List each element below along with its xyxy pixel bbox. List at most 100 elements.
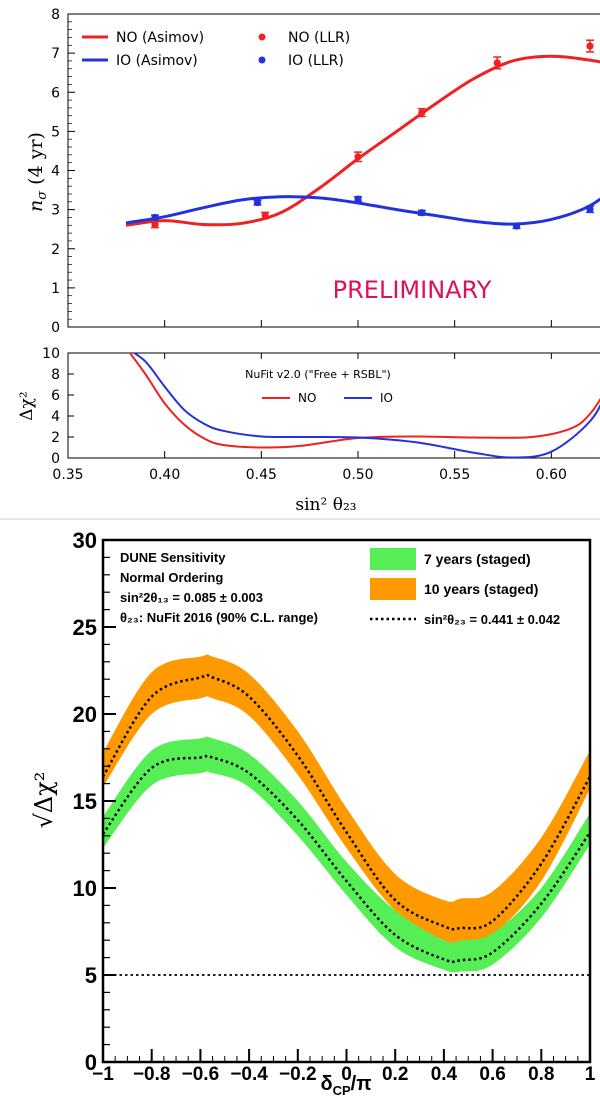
center-line-7-years-staged (101, 754, 592, 964)
bottom-x-tick-label: 0.2 (382, 1064, 408, 1085)
bottom-y-tick-label: 0 (85, 1050, 97, 1075)
info-line-theta23: θ₂₃: NuFit 2016 (90% C.L. range) (120, 610, 318, 625)
bottom-x-tick-label: 0 (341, 1064, 352, 1085)
bottom-ticks: 0 5 10 15 20 25 30 −1 −0.8 −0.6 −0.4 −0.2 0 0.2 0.4 0.6… (73, 528, 596, 1085)
top-legend: NO (Asimov) IO (Asimov) NO (LLR) IO (LLR… (82, 30, 350, 69)
top-ticks: 0 1 2 3 4 5 6 7 8 (51, 7, 552, 336)
bottom-x-axis-label: δCP/π (320, 1073, 371, 1096)
middle-x-tick-label: 0.35 (52, 467, 83, 483)
bottom-text-block: DUNE Sensitivity Normal Ordering sin²2θ₁… (120, 550, 318, 625)
point-io-llr (354, 195, 362, 203)
series-no-asimov (125, 54, 600, 227)
point-io-llr (151, 213, 159, 222)
legend-label-10yr: 10 years (staged) (424, 581, 538, 597)
bottom-x-tick-label: 0.8 (528, 1064, 554, 1085)
series-io-asimov (125, 195, 600, 226)
middle-x-tick-label: 0.45 (246, 467, 277, 483)
bottom-x-tick-label: 0.6 (479, 1064, 505, 1085)
top-y-tick-label: 7 (51, 46, 60, 62)
point-io-llr (418, 209, 426, 217)
top-y-tick-label: 0 (51, 320, 60, 336)
nufit-legend-title: NuFit v2.0 ("Free + RSBL") (245, 368, 391, 381)
bottom-x-tick-label: −0.6 (182, 1064, 220, 1085)
series-no-delta-chi2 (128, 353, 600, 449)
legend-marker-io-llr (258, 56, 266, 64)
top-series (125, 39, 600, 230)
bottom-y-tick-label: 25 (73, 615, 97, 640)
middle-x-axis-label: sin² θ₂₃ (295, 495, 356, 515)
bottom-y-tick-label: 10 (73, 876, 97, 901)
point-io-llr (586, 205, 594, 213)
bottom-series (101, 673, 592, 976)
bottom-legend: 7 years (staged) 10 years (staged) sin²θ… (370, 548, 560, 627)
bottom-y-tick-label: 5 (85, 963, 97, 988)
point-no-llr (586, 42, 594, 50)
top-y-axis-label-main: n (25, 200, 47, 212)
legend-label-io-asimov: IO (Asimov) (116, 53, 198, 69)
legend-label-no: NO (298, 391, 316, 405)
top-y-tick-label: 3 (51, 203, 60, 219)
bottom-x-tick-label: 0.4 (431, 1064, 458, 1085)
top-y-tick-label: 8 (51, 7, 60, 23)
middle-y-tick-label: 6 (51, 388, 60, 404)
top-y-tick-label: 4 (51, 164, 60, 180)
bottom-x-axis-label-main: δ (320, 1073, 332, 1095)
bottom-x-tick-label: −0.8 (133, 1064, 171, 1085)
middle-x-tick-label: 0.55 (439, 467, 470, 483)
legend-label-io-llr: IO (LLR) (288, 53, 344, 69)
bottom-x-tick-label: −0.4 (230, 1064, 268, 1085)
bottom-y-tick-label: 30 (73, 528, 97, 553)
legend-label-7yr: 7 years (staged) (424, 551, 531, 567)
point-no-llr (151, 220, 159, 229)
top-y-tick-label: 6 (51, 85, 60, 101)
point-no-llr (261, 211, 269, 220)
middle-y-tick-label: 2 (51, 430, 60, 446)
middle-legend: NO IO (262, 391, 393, 405)
preliminary-annotation: PRELIMINARY (333, 276, 492, 304)
middle-x-tick-label: 0.60 (536, 467, 567, 483)
info-line-ordering: Normal Ordering (120, 570, 223, 585)
top-y-tick-label: 2 (51, 242, 60, 258)
point-no-llr (354, 153, 362, 161)
series-io-delta-chi2 (132, 353, 600, 458)
legend-swatch-10yr (370, 578, 416, 600)
top-y-tick-label: 5 (51, 124, 60, 140)
bottom-bands (103, 654, 590, 973)
bottom-x-tick-label: −0.2 (279, 1064, 317, 1085)
bottom-x-axis-label-rest: /π (351, 1073, 372, 1095)
middle-y-axis-label: Δχ² (17, 391, 37, 420)
bottom-x-tick-label: −1 (92, 1064, 114, 1085)
point-no-llr (418, 108, 426, 117)
middle-series (128, 353, 600, 458)
band-7-years-staged (103, 736, 590, 973)
bottom-x-axis-label-sub: CP (333, 1083, 351, 1096)
info-line-title: DUNE Sensitivity (120, 550, 226, 565)
middle-y-tick-label: 10 (42, 346, 60, 362)
bottom-y-tick-label: 15 (73, 789, 97, 814)
middle-x-tick-label: 0.50 (342, 467, 373, 483)
point-io-llr (512, 222, 521, 230)
middle-y-tick-label: 8 (51, 367, 60, 383)
top-y-tick-label: 1 (51, 281, 60, 297)
bottom-y-tick-label: 20 (73, 702, 97, 727)
top-y-axis-label-rest: (4 yr) (25, 132, 47, 185)
bottom-x-tick-label: 1 (585, 1064, 596, 1085)
top-y-axis-label: nσ (4 yr) (25, 132, 50, 212)
legend-label-no-asimov: NO (Asimov) (116, 30, 204, 46)
top-panel: 0 1 2 3 4 5 6 7 8 PRELIMINARY NO (Asimov) IO (As… (25, 7, 600, 336)
legend-swatch-7yr (370, 548, 416, 570)
legend-marker-no-llr (258, 33, 266, 41)
top-y-axis-label-sub: σ (35, 190, 50, 200)
legend-label-sin2theta: sin²θ₂₃ = 0.441 ± 0.042 (424, 612, 560, 627)
bottom-y-axis-label: √Δχ² (30, 772, 58, 829)
point-io-llr (253, 198, 262, 207)
legend-label-io: IO (380, 391, 393, 405)
middle-x-tick-label: 0.40 (149, 467, 180, 483)
legend-label-no-llr: NO (LLR) (288, 30, 350, 46)
middle-y-tick-label: 4 (51, 409, 60, 425)
center-line-10-years-staged (101, 673, 592, 931)
info-line-theta13: sin²2θ₁₃ = 0.085 ± 0.003 (120, 590, 263, 605)
